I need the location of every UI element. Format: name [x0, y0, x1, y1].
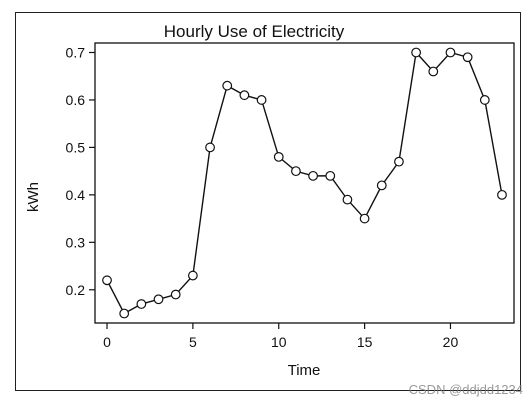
x-tick-label: 20	[443, 334, 459, 350]
x-tick-label: 15	[357, 334, 373, 350]
data-point	[359, 213, 370, 224]
watermark: CSDN @ddjdd1234	[408, 382, 523, 397]
x-axis-label: Time	[288, 362, 321, 379]
y-tick-label: 0.5	[66, 139, 86, 155]
x-tick-label: 5	[189, 334, 197, 350]
data-point	[497, 189, 507, 200]
plot-area-border	[94, 42, 515, 324]
data-point	[445, 47, 456, 58]
y-tick-label: 0.2	[66, 282, 86, 298]
x-tick-label: 0	[103, 334, 111, 350]
x-tick-label: 10	[271, 334, 287, 350]
data-point	[411, 47, 422, 58]
data-point	[136, 299, 147, 309]
data-point	[119, 308, 130, 319]
data-point	[239, 90, 250, 101]
data-point	[222, 80, 233, 91]
chart-title: Hourly Use of Electricity	[164, 22, 345, 41]
data-point	[102, 275, 112, 286]
data-point	[291, 166, 301, 177]
data-point	[170, 289, 181, 300]
data-point	[479, 95, 490, 105]
data-point	[273, 151, 284, 162]
data-point	[394, 156, 404, 167]
y-tick-label: 0.3	[66, 234, 86, 250]
data-point	[462, 52, 473, 63]
y-tick-label: 0.4	[66, 187, 86, 203]
data-point	[256, 95, 267, 105]
y-axis-label: kWh	[25, 182, 42, 212]
y-tick-label: 0.7	[66, 44, 86, 60]
data-point	[325, 170, 336, 181]
data-point	[428, 66, 439, 77]
data-point	[342, 194, 353, 205]
series-line	[106, 50, 503, 315]
y-tick-label: 0.6	[66, 92, 86, 108]
data-point	[153, 294, 164, 305]
data-point	[205, 142, 215, 153]
chart-frame: Hourly Use of Electricity 0 5 10 15 20 0.2 0.3…	[15, 12, 521, 391]
data-point	[376, 180, 387, 191]
line-chart: Hourly Use of Electricity 0 5 10 15 20 0.2 0.3…	[25, 22, 515, 379]
data-point	[308, 170, 318, 181]
data-point	[187, 270, 198, 281]
